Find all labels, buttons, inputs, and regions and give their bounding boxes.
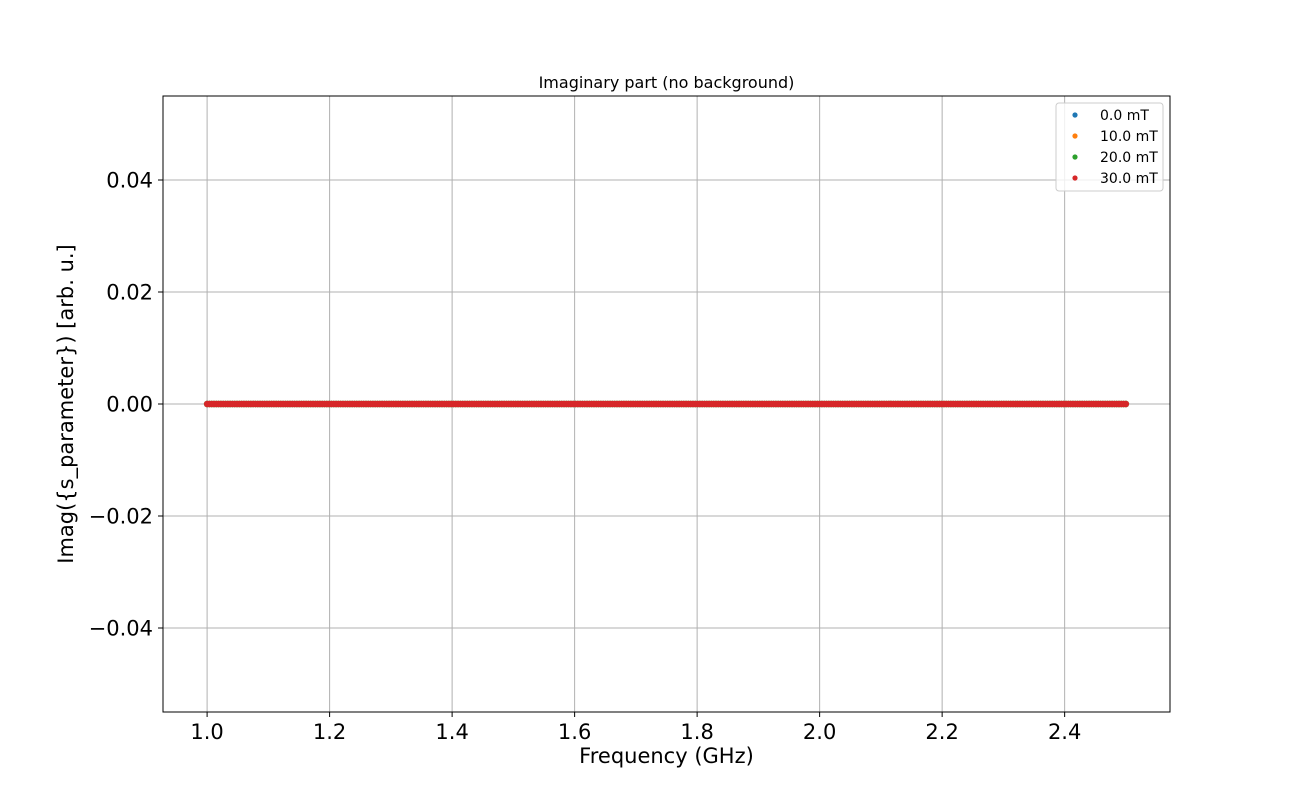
y-tick-label: 0.02 (106, 281, 153, 305)
x-axis-label: Frequency (GHz) (579, 744, 754, 768)
y-tick-label: −0.04 (89, 617, 153, 641)
legend-marker (1072, 112, 1078, 118)
series-3 (203, 400, 1130, 408)
legend-frame (1055, 102, 1164, 192)
x-tick-label: 2.2 (925, 720, 958, 744)
x-tick-label: 1.2 (313, 720, 346, 744)
x-tick-label: 1.4 (435, 720, 468, 744)
data-point (1122, 400, 1130, 408)
legend: 0.0 mT 10.0 mT 20.0 mT 30.0 mT (1055, 102, 1164, 192)
x-tick-label: 1.0 (190, 720, 223, 744)
x-tick-label: 1.8 (680, 720, 713, 744)
x-tick-label: 2.0 (803, 720, 836, 744)
legend-marker (1072, 154, 1078, 160)
series-layer (203, 400, 1130, 408)
y-tick-label: 0.00 (106, 393, 153, 417)
y-tick-label: −0.02 (89, 505, 153, 529)
legend-label: 10.0 mT (1100, 129, 1158, 145)
x-tick-label: 1.6 (558, 720, 591, 744)
legend-label: 30.0 mT (1100, 171, 1158, 187)
legend-marker (1072, 175, 1078, 181)
chart-title: Imaginary part (no background) (539, 73, 795, 92)
x-tick-label: 2.4 (1048, 720, 1081, 744)
y-axis-label: Imag({s_parameter}) [arb. u.] (54, 244, 79, 564)
legend-label: 0.0 mT (1100, 108, 1149, 124)
legend-label: 20.0 mT (1100, 150, 1158, 166)
x-axis-ticks: 1.0 1.2 1.4 1.6 1.8 2.0 2.2 2.4 (190, 712, 1081, 744)
y-axis-ticks: 0.04 0.02 0.00 −0.02 −0.04 (89, 169, 163, 641)
legend-marker (1072, 133, 1078, 139)
y-tick-label: 0.04 (106, 169, 153, 193)
